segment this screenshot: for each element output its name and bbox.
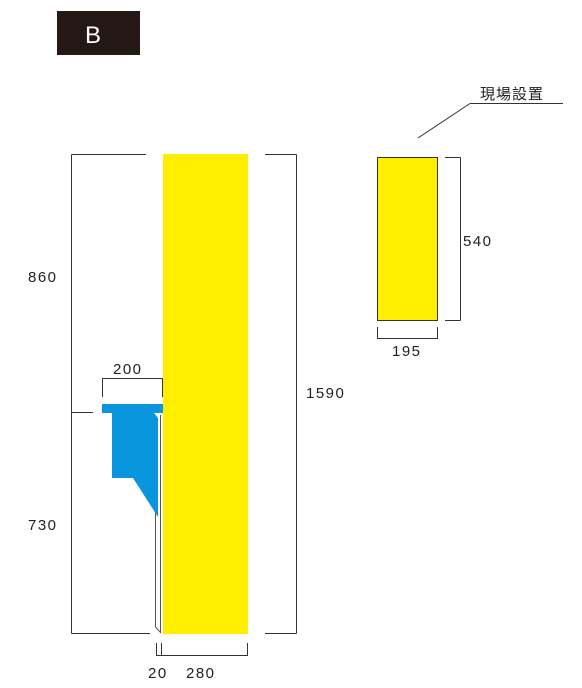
callout-label: 現場設置 <box>480 85 544 103</box>
dimension-bottom <box>156 643 248 656</box>
dimension-small-height-label: 540 <box>463 233 493 250</box>
dimension-small-width-label: 195 <box>392 343 422 360</box>
badge-label: B <box>85 22 101 49</box>
callout-leader <box>417 103 563 139</box>
dimension-lower-height-label: 730 <box>28 517 58 534</box>
dimension-panel-width-label: 280 <box>186 665 216 682</box>
small-panel <box>377 157 438 321</box>
dimension-total-height-label: 1590 <box>306 385 345 402</box>
badge-background <box>57 11 140 55</box>
dimension-upper-height-label: 860 <box>28 269 58 286</box>
shelf-bracket <box>112 413 158 517</box>
dimension-small-width <box>377 327 438 339</box>
dimension-small-height <box>445 157 461 321</box>
dimension-gap-width-label: 20 <box>148 665 168 682</box>
shelf-top <box>102 404 163 413</box>
main-panel <box>163 154 248 634</box>
dimension-shelf-width <box>102 378 163 397</box>
dimension-total-height <box>265 154 297 634</box>
rail-foot <box>155 626 162 634</box>
dimension-shelf-width-label: 200 <box>113 361 143 378</box>
dimension-left-bracket <box>71 154 150 634</box>
